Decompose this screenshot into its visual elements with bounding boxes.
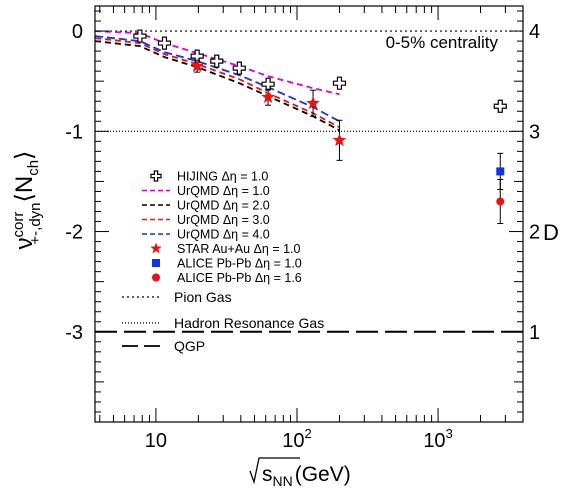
y-title-angle: ⟨N [11, 176, 38, 203]
plot-frame [94, 5, 524, 423]
x-tick-label-0: 10 [145, 430, 167, 452]
reference-lines [95, 30, 523, 333]
y-tick-label-3: -3 [65, 322, 83, 344]
svg-text:sNN(GeV): sNN(GeV) [262, 463, 351, 489]
legend-label-7: ALICE Pb-Pb Δη = 1.6 [177, 271, 302, 285]
legend-label-3: UrQMD Δη = 3.0 [177, 213, 270, 227]
y-right-tick-label-2: 2 [529, 222, 540, 244]
x-tick-label-1: 102 [282, 426, 311, 452]
y-right-tick-label-1: 3 [529, 121, 540, 143]
legend-swatch-0 [150, 170, 162, 182]
y-right-tick-label-3: 1 [529, 322, 540, 344]
legend-swatch-7 [152, 273, 160, 282]
point-6-0 [496, 167, 505, 176]
axes: 10 102 103 0 -1 -2 -3 4 3 2 1 [65, 5, 540, 452]
y-title-sup: corr [10, 212, 27, 238]
y-title-angle-close: ⟩ [11, 151, 38, 160]
y-title-base: ν [11, 237, 38, 249]
legend-swatch-5 [150, 242, 162, 254]
sqrt-symbol [249, 457, 300, 485]
legend-label-6: ALICE Pb-Pb Δη = 1.0 [177, 257, 302, 271]
y-tick-label-1: -1 [65, 121, 83, 143]
point-0-1 [157, 36, 172, 50]
point-0-5 [261, 77, 275, 91]
legend-label-1: UrQMD Δη = 1.0 [177, 184, 270, 198]
point-0-0 [133, 29, 147, 43]
y-axis-title: νcorr+-,dyn⟨Nch⟩ [10, 151, 44, 250]
series-line-3 [94, 37, 340, 129]
series-line-2 [94, 40, 340, 132]
point-0-2 [190, 49, 204, 63]
x-axis-title: sNN(GeV) [249, 457, 351, 489]
legend-label-5: STAR Au+Au Δη = 1.0 [177, 242, 301, 256]
right-axis-label: D [543, 220, 559, 245]
series-line-4 [94, 35, 340, 123]
centrality-annotation: 0-5% centrality [386, 33, 499, 52]
ref-legend-label-0: Pion Gas [174, 289, 232, 305]
x-title-sqrt: s [262, 463, 273, 486]
point-0-4 [232, 61, 246, 75]
point-0-7 [493, 99, 507, 113]
model-curves [94, 30, 340, 132]
y-right-tick-label-0: 4 [529, 21, 540, 43]
x-title-unit: (GeV) [295, 463, 351, 486]
data-markers [133, 29, 507, 225]
point-7-0 [496, 197, 505, 206]
y-title-sub: +-,dyn [27, 202, 44, 244]
legend-swatch-6 [152, 259, 160, 267]
x-tick-label-2: 103 [423, 426, 452, 452]
point-5-3 [332, 133, 347, 147]
legend-label-4: UrQMD Δη = 4.0 [177, 228, 270, 242]
x-title-sub: NN [273, 473, 293, 489]
y-title-angle-sub: ch [25, 160, 42, 176]
point-5-2 [306, 96, 320, 110]
legend-label-2: UrQMD Δη = 2.0 [177, 199, 270, 213]
point-5-1 [261, 90, 275, 103]
ref-legend-label-1: Hadron Resonance Gas [174, 315, 324, 331]
legend-label-0: HIJING Δη = 1.0 [177, 170, 268, 184]
point-0-3 [210, 54, 224, 68]
ref-legend-label-2: QGP [174, 338, 205, 354]
y-tick-label-0: 0 [72, 21, 83, 43]
svg-text:νcorr+-,dyn⟨Nch⟩: νcorr+-,dyn⟨Nch⟩ [10, 151, 44, 250]
point-0-6 [332, 76, 347, 90]
point-5-0 [190, 58, 204, 72]
y-tick-label-2: -2 [65, 222, 83, 244]
reference-legend: Pion Gas Hadron Resonance Gas QGP [122, 289, 324, 354]
